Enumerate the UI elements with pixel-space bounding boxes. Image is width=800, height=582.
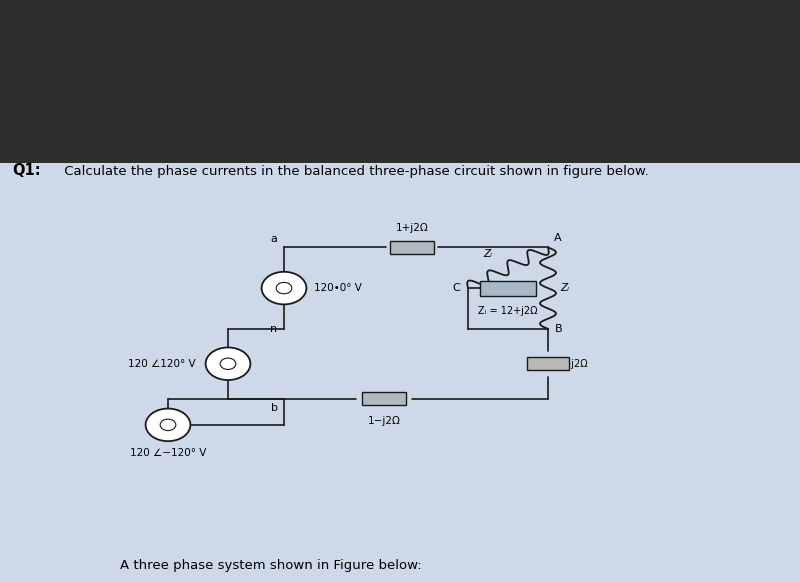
Text: Q1:: Q1:	[12, 162, 41, 178]
Text: Zₗ: Zₗ	[560, 283, 569, 293]
Text: 120 ∠120° V: 120 ∠120° V	[128, 359, 196, 369]
Text: A three phase system shown in Figure below:: A three phase system shown in Figure bel…	[120, 559, 422, 572]
Circle shape	[262, 272, 306, 304]
Text: a: a	[270, 235, 278, 244]
Text: B: B	[554, 324, 562, 334]
Text: A: A	[554, 233, 562, 243]
Text: 1+j2Ω: 1+j2Ω	[396, 223, 428, 233]
Text: c: c	[155, 430, 162, 439]
Text: n: n	[270, 324, 278, 334]
Text: 120•0° V: 120•0° V	[314, 283, 362, 293]
Text: Zₗ: Zₗ	[483, 249, 493, 259]
Bar	[480, 281, 536, 296]
Bar	[362, 392, 406, 405]
Text: 120 ∠−120° V: 120 ∠−120° V	[130, 448, 206, 458]
Text: b: b	[270, 403, 278, 413]
Text: C: C	[452, 283, 460, 293]
Circle shape	[146, 409, 190, 441]
Text: 1−j2Ω: 1−j2Ω	[367, 416, 401, 426]
Circle shape	[206, 347, 250, 380]
Text: Zₗ = 12+j2Ω: Zₗ = 12+j2Ω	[478, 306, 538, 315]
Text: Calculate the phase currents in the balanced three-phase circuit shown in figure: Calculate the phase currents in the bala…	[60, 165, 649, 178]
Bar	[527, 357, 569, 370]
Bar	[0, 163, 800, 582]
Text: 1−j2Ω: 1−j2Ω	[558, 359, 588, 369]
Bar	[390, 241, 434, 254]
